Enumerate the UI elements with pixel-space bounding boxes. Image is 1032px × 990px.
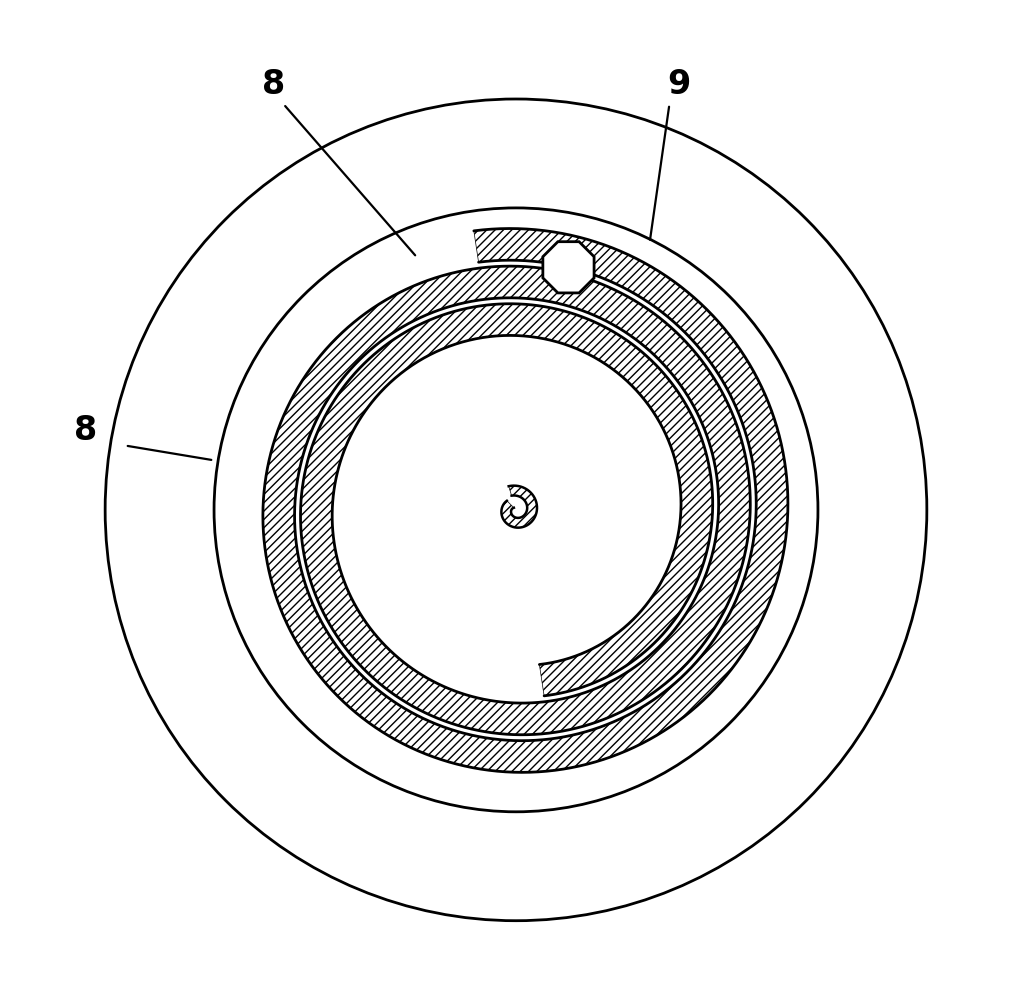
Polygon shape	[502, 486, 537, 528]
Circle shape	[214, 208, 818, 812]
Circle shape	[105, 99, 927, 921]
Text: 9: 9	[668, 67, 691, 101]
Polygon shape	[263, 229, 787, 772]
Text: 8: 8	[73, 414, 97, 447]
Text: 8: 8	[262, 67, 285, 101]
Polygon shape	[543, 242, 594, 293]
